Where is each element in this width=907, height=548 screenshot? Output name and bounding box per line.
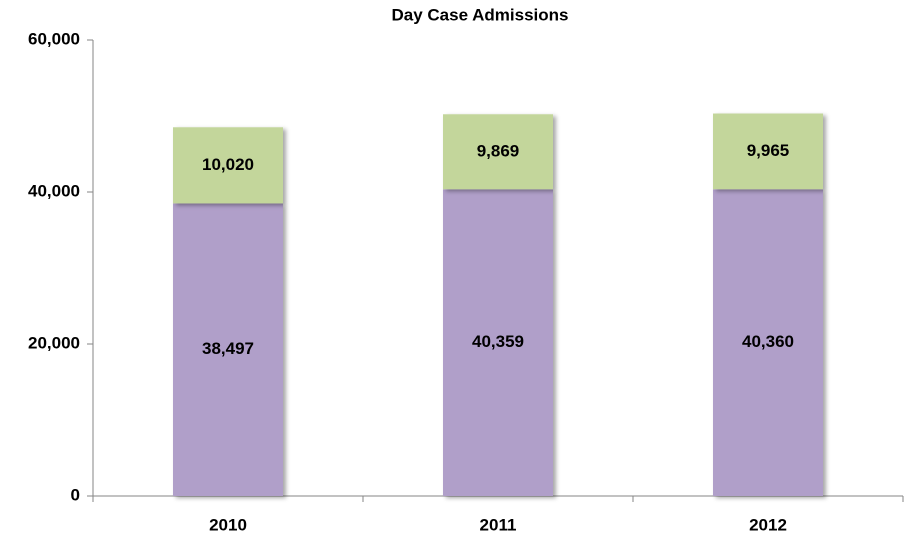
y-tick-label: 20,000 [28,333,80,352]
data-label: 40,360 [742,332,794,351]
data-label: 10,020 [202,155,254,174]
chart-title: Day Case Admissions [392,5,569,24]
x-tick-label: 2011 [480,515,517,534]
data-label: 9,965 [747,141,790,160]
data-label: 9,869 [477,141,520,160]
y-tick-label: 0 [71,485,80,504]
x-tick-label: 2012 [749,515,787,534]
bar-segment [443,114,553,190]
bar-segment [713,189,823,496]
bar-segment [173,203,283,497]
data-label: 38,497 [202,339,254,358]
x-tick-label: 2010 [209,515,247,534]
data-label: 40,359 [472,332,524,351]
y-tick-label: 60,000 [28,29,80,48]
bar-segment [443,189,553,496]
bar-segment [713,113,823,190]
bar-segment [173,127,283,204]
y-tick-label: 40,000 [28,181,80,200]
